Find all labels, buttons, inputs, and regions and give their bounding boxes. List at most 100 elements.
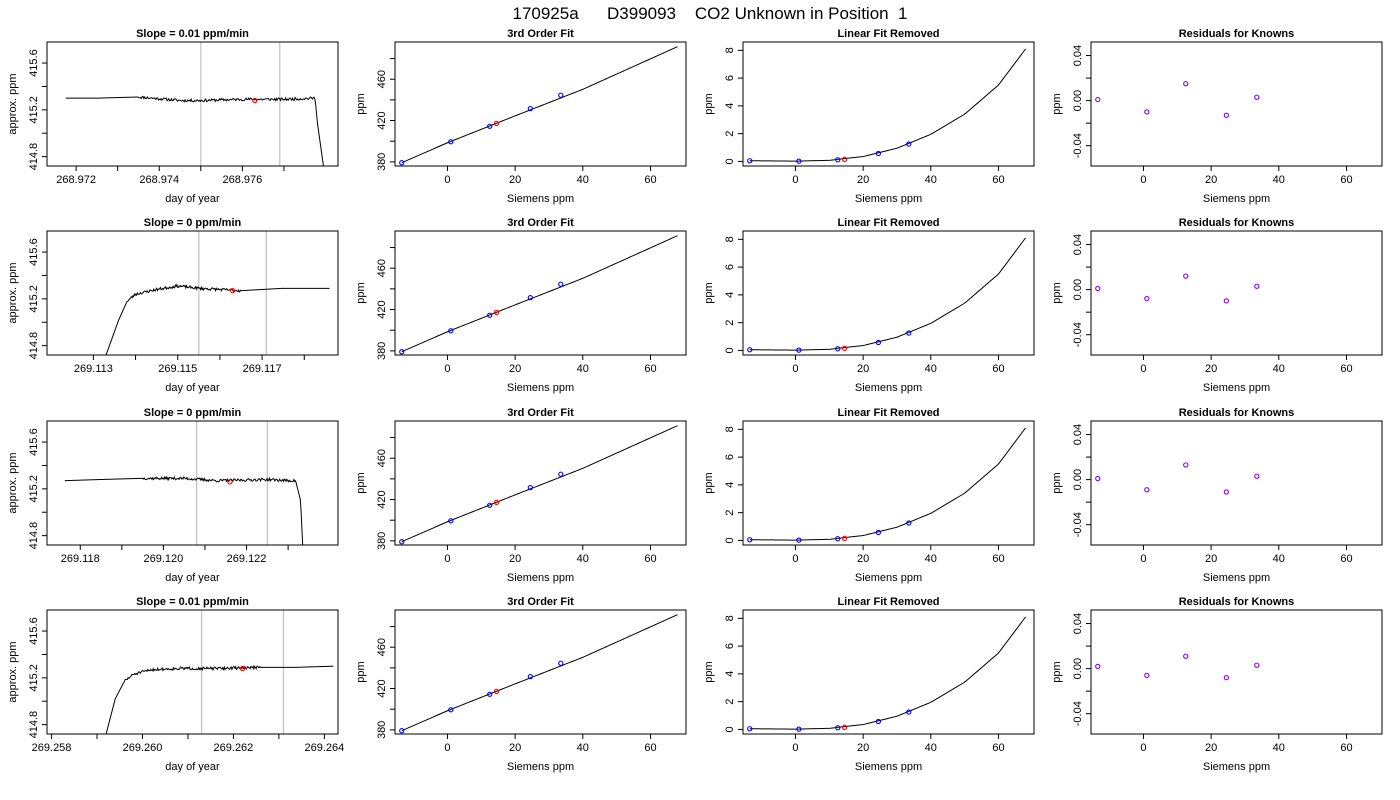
panel-r3c4: Residuals for Knowns 0 20 40 60 Siemens ppm -0… [1051, 407, 1383, 584]
panel-r2c2: 3rd Order Fit 0 20 40 60 Siemens ppm 380 420 460… [355, 217, 687, 394]
plot-frame [394, 609, 687, 735]
known-data-point [399, 728, 405, 734]
known-data-point [448, 328, 454, 334]
x-tick-label: 0 [792, 363, 798, 375]
data-layer [399, 614, 678, 734]
unknown-data-point [227, 479, 233, 485]
panel-r1c3: Linear Fit Removed 0 20 40 60 Siemens ppm 0 2 4 6… [703, 28, 1035, 205]
y-tick-label: 420 [376, 679, 388, 697]
y-tick-label: 420 [376, 490, 388, 508]
y-axis-label: ppm [355, 472, 367, 493]
known-data-point [527, 484, 533, 491]
panel-r4c4: Residuals for Knowns 0 20 40 60 Siemens ppm -0… [1051, 596, 1383, 773]
y-tick-label: 415.2 [28, 285, 40, 313]
known-data-point [1095, 96, 1101, 103]
y-tick-label: 415.6 [28, 238, 40, 266]
y-axis-label: ppm [703, 93, 715, 114]
data-layer [105, 610, 334, 734]
panel-title: Linear Fit Removed [837, 596, 939, 608]
y-tick-label: 0.00 [1072, 658, 1084, 679]
panel-title: Linear Fit Removed [837, 407, 939, 419]
y-axis-label: ppm [703, 661, 715, 682]
known-data-point [399, 349, 405, 355]
x-tick-label: 20 [509, 363, 521, 375]
data-layer [747, 237, 1026, 353]
panel-title: 3rd Order Fit [507, 217, 574, 229]
known-data-point [1254, 662, 1260, 668]
panel-title: 3rd Order Fit [507, 596, 574, 608]
panel-title: Linear Fit Removed [837, 217, 939, 229]
known-data-point [835, 725, 841, 731]
known-data-point [906, 520, 912, 526]
x-tick-label: 60 [644, 174, 656, 186]
known-data-point [1223, 112, 1229, 118]
y-tick-label: 415.2 [28, 664, 40, 692]
panel-r4c3: Linear Fit Removed 0 20 40 60 Siemens ppm 0 2 4 6… [703, 596, 1035, 773]
x-axis-label: day of year [165, 761, 220, 773]
plot-frame [1090, 41, 1383, 167]
page-title: 170925a D399093 CO2 Unknown in Position … [512, 4, 907, 23]
data-layer [1095, 81, 1260, 118]
known-data-point [835, 346, 841, 352]
x-tick-label: 40 [577, 174, 589, 186]
x-tick-label: 40 [577, 742, 589, 754]
x-tick-label: 20 [1205, 553, 1217, 565]
y-tick-label: 414.8 [28, 711, 40, 739]
x-tick-label: 269.113 [74, 363, 113, 375]
known-data-point [1144, 487, 1150, 493]
panel-r2c3: Linear Fit Removed 0 20 40 60 Siemens ppm 0 2 4 6… [703, 217, 1035, 394]
plot-frame [742, 609, 1035, 735]
x-tick-label: 40 [1273, 742, 1285, 754]
panel-grid: Slope = 0.01 ppm/min 268.972 268.974 268.97… [7, 28, 1383, 773]
y-tick-label: 414.8 [28, 143, 40, 171]
y-axis-label: ppm [1051, 93, 1063, 114]
fit-curve-line [401, 425, 678, 543]
x-tick-label: 269.115 [158, 363, 197, 375]
y-axis-label: ppm [703, 472, 715, 493]
panel-title: Slope = 0.01 ppm/min [136, 596, 249, 608]
y-tick-label: 6 [724, 643, 736, 649]
y-tick-label: 460 [376, 449, 388, 467]
fit-curve-line [401, 614, 678, 732]
unknown-data-point [239, 665, 246, 672]
unknown-data-point [493, 688, 500, 695]
data-layer [399, 235, 678, 355]
known-data-point [487, 312, 493, 318]
x-tick-label: 0 [1140, 553, 1146, 565]
y-tick-label: 2 [724, 699, 736, 705]
data-layer [64, 421, 304, 545]
plot-frame [46, 420, 339, 546]
panel-title: Residuals for Knowns [1179, 217, 1295, 229]
data-layer [399, 46, 678, 166]
x-tick-label: 269.260 [123, 742, 163, 754]
fit-curve-line [749, 237, 1026, 351]
y-tick-label: 460 [376, 259, 388, 277]
y-tick-label: 380 [376, 153, 388, 171]
plot-frame [742, 41, 1035, 167]
data-layer [105, 231, 330, 355]
plot-frame [46, 609, 339, 735]
x-tick-label: 20 [509, 553, 521, 565]
known-data-point [1183, 81, 1189, 87]
y-tick-label: 6 [724, 454, 736, 460]
x-tick-label: 40 [925, 174, 937, 186]
plot-frame [1090, 609, 1383, 735]
plot-frame [1090, 230, 1383, 356]
x-tick-label: 40 [925, 742, 937, 754]
data-trace-line [105, 283, 330, 355]
y-axis-label: ppm [1051, 661, 1063, 682]
known-data-point [796, 537, 802, 543]
y-tick-label: 4 [724, 103, 736, 109]
plot-frame [1090, 420, 1383, 546]
panel-title: Linear Fit Removed [837, 28, 939, 40]
known-data-point [875, 718, 881, 725]
y-tick-label: 0 [724, 537, 736, 543]
x-tick-label: 20 [857, 742, 869, 754]
x-tick-label: 60 [1340, 742, 1352, 754]
fit-curve-line [401, 235, 678, 353]
y-tick-label: 380 [376, 721, 388, 739]
x-tick-label: 0 [1140, 742, 1146, 754]
data-layer [747, 427, 1026, 543]
x-tick-label: 40 [925, 363, 937, 375]
unknown-data-point [493, 499, 500, 506]
